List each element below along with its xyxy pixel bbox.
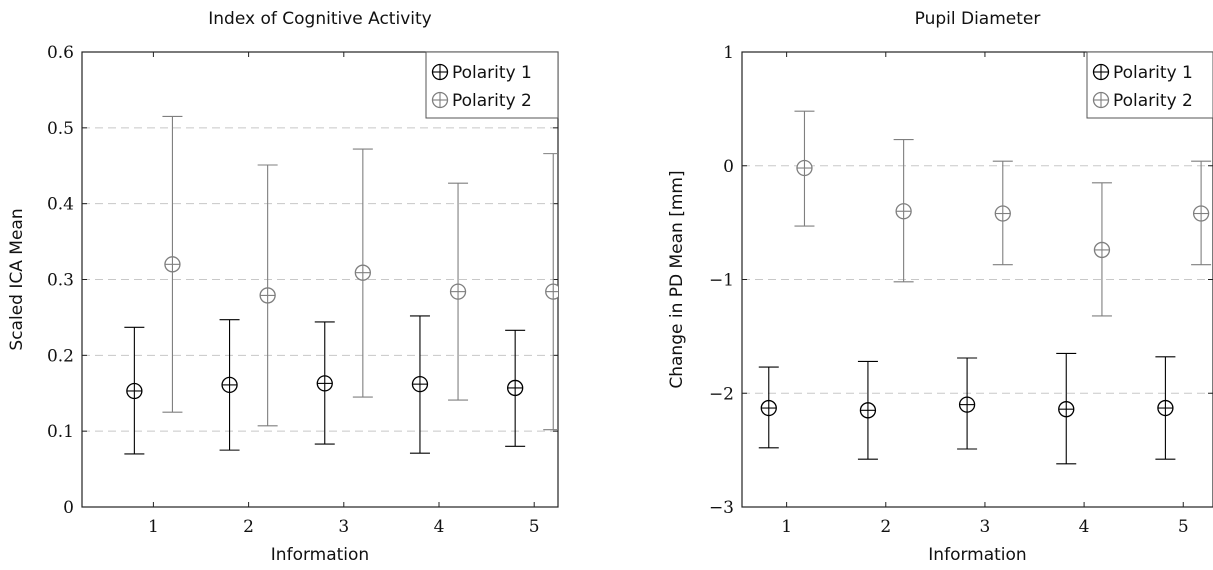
data-point [758,366,779,449]
data-marker [1192,205,1210,222]
grid-lines [742,165,1213,394]
data-point [992,160,1013,266]
data-marker [411,375,429,393]
x-axis-label: Information [271,545,369,565]
legend-label: Polarity 2 [1113,91,1193,111]
plot-area [758,110,1212,465]
data-marker [994,205,1011,222]
legend-marker [1092,91,1110,109]
y-tick-label: 0.4 [47,195,74,215]
y-tick-label: −1 [709,271,734,291]
data-point [314,321,335,445]
data-point [893,139,914,283]
x-tick-label: 5 [1178,517,1189,537]
data-marker [316,375,333,392]
chart-ica: Index of Cognitive Activity 0 0.1 0.2 0.3 0.4… [7,9,559,565]
y-tick-label: −3 [709,498,734,518]
y-tick-label: 1 [723,43,734,63]
x-axis-label: Information [928,545,1026,565]
series-polarity-1 [758,352,1176,465]
y-tick-label: 0.5 [47,119,74,139]
data-point [857,360,878,460]
plot-area [124,115,558,455]
legend-marker [431,91,449,109]
data-point [794,110,815,227]
data-point [1091,182,1112,317]
y-tick-label: 0 [63,498,74,518]
data-marker [760,399,777,417]
data-marker [126,382,143,400]
y-axis-ticks: −3 −2 −1 0 1 [709,43,1213,518]
x-tick-label: 4 [434,517,445,537]
legend-label: Polarity 1 [452,63,532,83]
y-axis-label: Scaled ICA Mean [7,208,27,350]
data-point [257,164,278,427]
data-marker [545,283,558,300]
y-tick-label: 0.2 [47,346,74,366]
chart-title: Index of Cognitive Activity [208,9,431,29]
data-point [219,319,240,451]
legend-box [425,51,559,119]
x-tick-label: 1 [781,517,792,537]
y-axis-label: Change in PD Mean [mm] [667,170,687,388]
y-tick-label: 0.3 [47,271,74,291]
data-point [957,357,978,450]
x-tick-label: 2 [880,517,891,537]
data-marker [259,287,276,304]
data-point [1191,160,1212,266]
y-tick-label: 0.1 [47,422,74,442]
data-marker [354,264,371,281]
y-tick-label: 0.6 [47,43,74,63]
data-point [543,153,558,431]
data-point [352,148,373,398]
data-point [505,329,526,447]
data-marker [221,376,238,394]
data-point [162,115,183,413]
data-marker [1157,399,1174,417]
x-axis-ticks: 1 2 3 4 5 [148,52,540,537]
x-axis-ticks: 1 2 3 4 5 [781,52,1189,537]
data-point [448,182,469,401]
chart-title: Pupil Diameter [915,9,1041,29]
x-tick-label: 3 [980,517,991,537]
y-tick-label: 0 [723,157,734,177]
series-polarity-1 [124,315,526,455]
data-marker [1093,241,1111,259]
data-marker [1058,401,1075,418]
y-axis-ticks: 0 0.1 0.2 0.3 0.4 0.5 0.6 [47,43,558,518]
data-point [409,315,430,454]
grid-lines [82,127,558,432]
legend-marker [431,63,449,81]
data-marker [164,256,181,273]
data-marker [895,203,912,220]
data-marker [796,159,813,177]
legend-marker [1092,63,1110,81]
x-tick-label: 5 [529,517,540,537]
legend: Polarity 1 Polarity 2 [1086,51,1213,119]
data-marker [449,283,467,300]
data-point [124,326,145,455]
data-point [1056,352,1077,465]
x-tick-label: 2 [243,517,254,537]
series-polarity-2 [794,110,1212,317]
legend-box [1086,51,1213,119]
y-tick-label: −2 [709,384,734,404]
legend: Polarity 1 Polarity 2 [425,51,559,119]
legend-label: Polarity 2 [452,91,532,111]
series-polarity-2 [162,115,558,431]
x-tick-label: 4 [1079,517,1090,537]
data-marker [958,396,976,413]
x-tick-label: 3 [338,517,349,537]
data-point [1155,356,1176,460]
x-tick-label: 1 [148,517,159,537]
chart-pupil-diameter: Pupil Diameter −3 −2 −1 0 1 1 2 3 4 5 Information Ch… [667,9,1213,565]
legend-label: Polarity 1 [1113,63,1193,83]
data-marker [507,379,524,397]
data-marker [859,402,877,419]
